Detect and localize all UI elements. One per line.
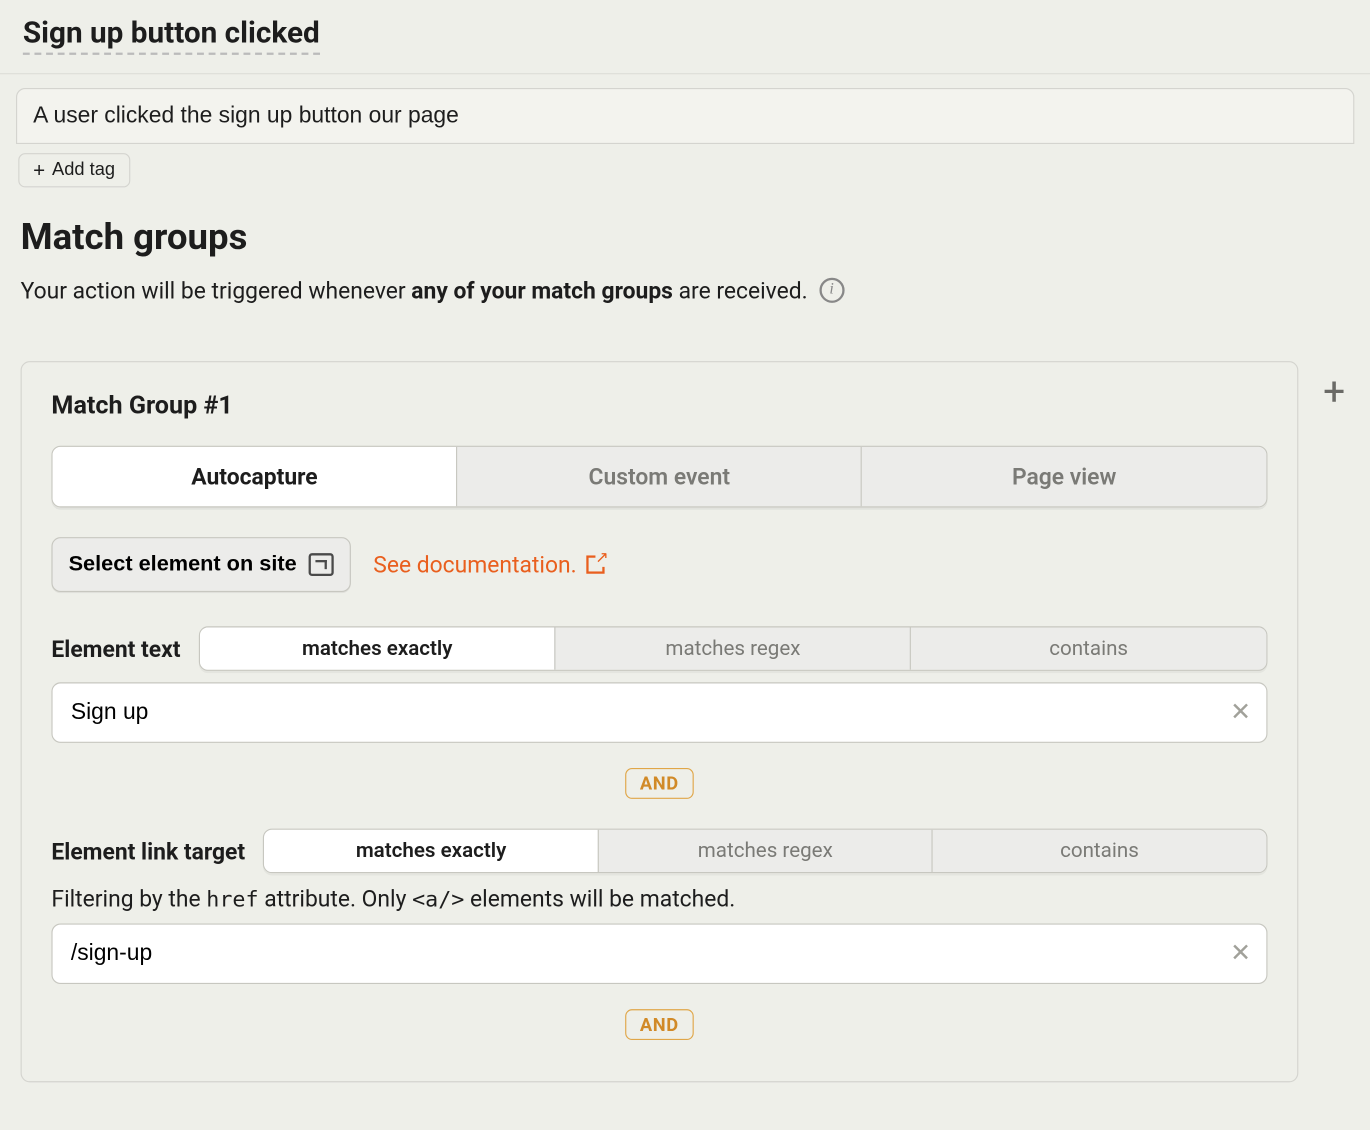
documentation-link[interactable]: See documentation. [373, 551, 604, 578]
trigger-bold: any of your match groups [411, 277, 673, 304]
seg-link-regex[interactable]: matches regex [598, 830, 932, 872]
tab-page-view[interactable]: Page view [861, 447, 1266, 506]
group-title: Match Group #1 [51, 392, 1267, 421]
element-link-input-wrap: ✕ [51, 923, 1267, 984]
add-group-button[interactable]: + [1319, 368, 1350, 416]
and-badge: AND [625, 1009, 694, 1040]
help-prefix: Filtering by the [51, 885, 206, 912]
trigger-prefix: Your action will be triggered whenever [21, 277, 412, 304]
select-element-row: Select element on site See documentation… [51, 537, 1267, 592]
seg-contains[interactable]: contains [910, 627, 1266, 669]
seg-regex[interactable]: matches regex [555, 627, 911, 669]
select-element-button[interactable]: Select element on site [51, 537, 350, 592]
plus-icon: + [1323, 369, 1345, 415]
and-badge: AND [625, 768, 694, 799]
header-bar: Sign up button clicked [0, 0, 1370, 74]
match-group-card: Match Group #1 Autocapture Custom event … [21, 361, 1298, 1082]
clear-icon[interactable]: ✕ [1230, 700, 1251, 725]
tab-autocapture[interactable]: Autocapture [53, 447, 457, 506]
trigger-suffix: are received. [673, 277, 808, 304]
add-tag-button[interactable]: + Add tag [18, 153, 130, 187]
select-element-label: Select element on site [69, 552, 297, 577]
trigger-description: Your action will be triggered whenever a… [21, 277, 1350, 304]
element-link-input[interactable] [51, 923, 1267, 984]
element-link-help: Filtering by the href attribute. Only <a… [51, 885, 1267, 912]
description-row [16, 88, 1354, 144]
help-suffix: elements will be matched. [464, 885, 735, 912]
external-link-icon [586, 555, 604, 573]
inspect-icon [308, 553, 333, 576]
event-type-tabs: Autocapture Custom event Page view [51, 446, 1267, 508]
tab-custom-event[interactable]: Custom event [456, 447, 861, 506]
element-text-segmented: matches exactly matches regex contains [199, 626, 1267, 671]
seg-exact[interactable]: matches exactly [200, 627, 555, 669]
element-link-label: Element link target [51, 837, 245, 864]
element-text-label: Element text [51, 635, 180, 662]
element-text-input-wrap: ✕ [51, 682, 1267, 743]
element-link-segmented: matches exactly matches regex contains [263, 829, 1267, 874]
help-code-href: href [206, 887, 258, 912]
info-icon[interactable]: i [819, 278, 844, 303]
element-text-row: Element text matches exactly matches reg… [51, 626, 1267, 671]
doc-link-label: See documentation. [373, 551, 576, 578]
element-text-input[interactable] [51, 682, 1267, 743]
groups-row: Match Group #1 Autocapture Custom event … [0, 361, 1370, 1082]
plus-icon: + [33, 160, 45, 181]
match-groups-section: Match groups Your action will be trigger… [0, 187, 1370, 304]
match-groups-heading: Match groups [21, 215, 1350, 258]
add-tag-label: Add tag [52, 160, 115, 181]
help-code-a: <a/> [412, 887, 464, 912]
seg-link-exact[interactable]: matches exactly [265, 830, 598, 872]
help-mid: attribute. Only [259, 885, 412, 912]
clear-icon[interactable]: ✕ [1230, 941, 1251, 966]
page-title[interactable]: Sign up button clicked [23, 16, 320, 55]
seg-link-contains[interactable]: contains [932, 830, 1266, 872]
element-link-row: Element link target matches exactly matc… [51, 829, 1267, 874]
description-input[interactable] [16, 88, 1354, 144]
